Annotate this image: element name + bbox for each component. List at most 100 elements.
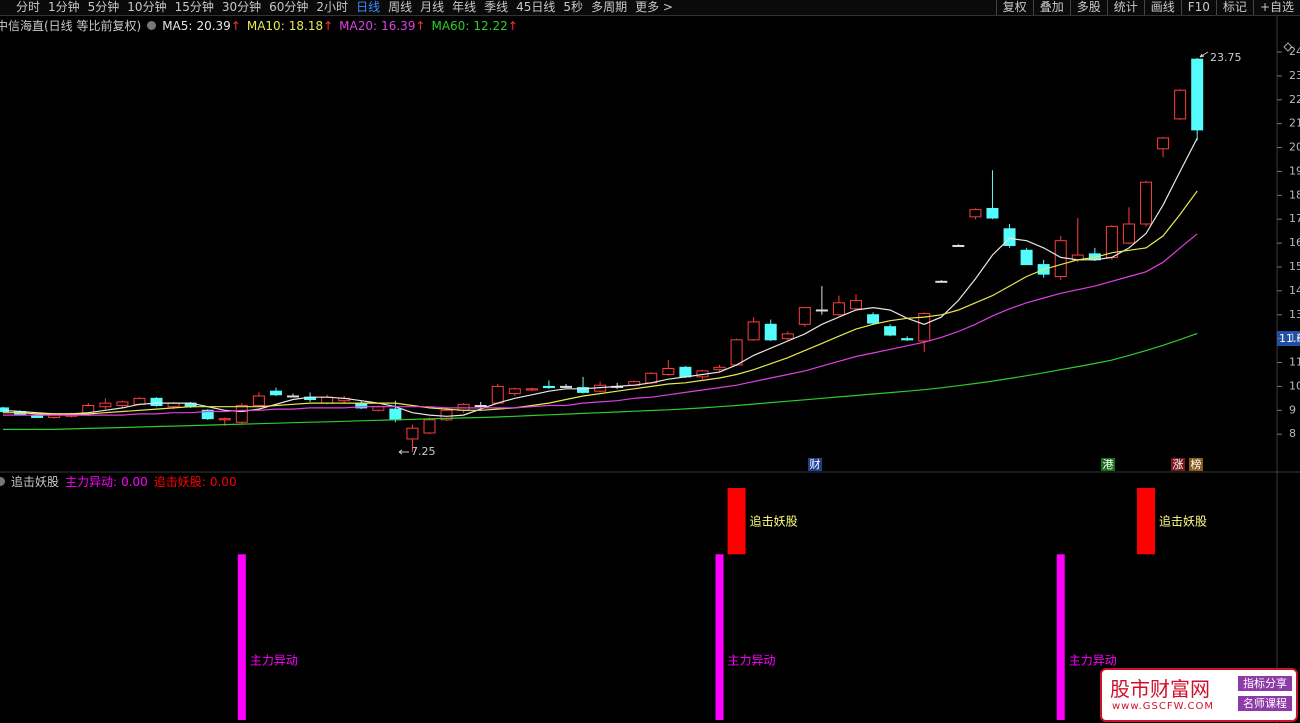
legend-value: 0.00 (121, 475, 148, 489)
y-tick-label: 12 (1289, 332, 1300, 345)
y-tick-label: 11 (1289, 356, 1300, 369)
signal-label: 追击妖股 (750, 514, 798, 529)
candle-body (218, 418, 231, 421)
settings-icon[interactable] (0, 477, 5, 486)
signal-bar (1056, 554, 1065, 720)
trend-mark: ↑ (323, 18, 334, 33)
candle-body (798, 307, 811, 325)
candle-body (850, 299, 862, 310)
legend-name: MA10 (246, 18, 281, 33)
signal-label: 主力异动 (250, 654, 298, 668)
period-tab[interactable]: 60分钟 (269, 0, 309, 14)
period-tab[interactable]: 30分钟 (221, 0, 262, 14)
period-tab[interactable]: 分时 (16, 0, 41, 14)
main-legend: 中信海直(日线 等比前复权) MA5: 20.39↑ MA10: 18.18↑ MA20… (0, 17, 518, 34)
period-tab[interactable]: 5秒 (563, 0, 584, 14)
legend-value: 0.00 (209, 475, 237, 489)
candle-body (1191, 58, 1204, 131)
legend-separator: : (113, 475, 118, 489)
legend-separator: : (280, 18, 285, 33)
y-tick-label: 16 (1289, 236, 1300, 249)
event-box (1189, 458, 1203, 471)
period-tab[interactable]: 5分钟 (87, 0, 120, 14)
y-tick-label: 17 (1289, 212, 1300, 225)
settings-icon[interactable] (147, 21, 157, 30)
tool-button[interactable]: 统计 (1106, 0, 1144, 15)
period-tab[interactable]: 15分钟 (174, 0, 214, 14)
legend-item: MA10: 18.18↑ (247, 19, 333, 33)
candle-body (287, 395, 300, 398)
candle-body (747, 321, 760, 341)
tool-button[interactable]: F10 (1180, 0, 1216, 15)
watermark-title: 股市财富网 (1110, 677, 1210, 701)
legend-value: 16.39 (381, 18, 416, 33)
candle-body (99, 402, 112, 408)
signal-label: 追击妖股 (1159, 514, 1207, 529)
tool-button[interactable]: 标记 (1215, 0, 1253, 15)
candle-body (832, 302, 845, 316)
y-tick-label: 21 (1289, 117, 1300, 130)
period-tab[interactable]: 日线 (356, 0, 381, 14)
tool-button[interactable]: 画线 (1143, 0, 1181, 15)
candle-body (116, 401, 129, 407)
watermark-tag: 指标分享 (1238, 676, 1292, 691)
max-arrow (1199, 51, 1209, 58)
candle-body (1054, 240, 1067, 278)
trend-mark: ↑ (507, 18, 518, 33)
legend-item: 主力异动: 0.00 (65, 473, 148, 490)
period-tab[interactable]: 更多 > (635, 0, 673, 14)
period-tab[interactable]: 2小时 (316, 0, 349, 14)
price-tag: 11.6 (1279, 332, 1300, 345)
candle-body (440, 409, 453, 421)
candle-body (935, 280, 948, 283)
period-tab[interactable]: 多周期 (591, 0, 628, 14)
tool-button[interactable]: 复权 (995, 0, 1033, 15)
y-tick-label: 10 (1289, 379, 1300, 392)
legend-item: MA5: 20.39↑ (162, 19, 241, 33)
candle-body (423, 419, 436, 434)
candle-body (781, 333, 794, 340)
candle-body (867, 314, 880, 324)
period-tab[interactable]: 年线 (452, 0, 477, 14)
candle-body (235, 405, 248, 423)
candle-body (491, 385, 504, 404)
y-tick-label: 23 (1289, 69, 1300, 82)
candle-body (201, 409, 214, 420)
min-label: 7.25 (411, 445, 436, 458)
y-tick-label: 22 (1289, 93, 1300, 106)
y-tick-label: 8 (1289, 427, 1296, 440)
candle-body (662, 367, 675, 375)
watermark-tag: 名师课程 (1238, 696, 1292, 711)
tool-button[interactable]: 多股 (1069, 0, 1107, 15)
legend-item: 追击妖股: 0.00 (154, 473, 237, 490)
candle-body (577, 387, 590, 393)
legend-value: 20.39 (196, 18, 231, 33)
candle-body (815, 309, 828, 312)
period-tab[interactable]: 1分钟 (48, 0, 80, 14)
tool-button[interactable]: +自选 (1252, 0, 1300, 15)
period-tab[interactable]: 季线 (484, 0, 509, 14)
y-tick-label: 14 (1289, 284, 1300, 297)
period-tab[interactable]: 周线 (388, 0, 413, 14)
candle-body (542, 385, 555, 389)
candle-body (269, 390, 282, 396)
candle-body (1020, 249, 1033, 266)
toolbar: 分时 1分钟 5分钟 10分钟 15分钟 30分钟 60分钟 2小时 日线 周线 月线 年线 季线 45日… (0, 0, 1300, 16)
legend-name: 主力异动 (65, 475, 114, 489)
min-arrow (398, 449, 409, 455)
watermark-url: www.GSCFW.COM (1112, 701, 1215, 712)
legend-item: MA60: 12.22↑ (431, 19, 517, 33)
candle-body (1122, 223, 1135, 244)
candle-body (389, 408, 402, 421)
period-tab[interactable]: 45日线 (516, 0, 556, 14)
candle-body (1157, 137, 1170, 150)
candle-body (474, 405, 487, 408)
indicator-legend: 追击妖股 主力异动: 0.00 追击妖股: 0.00 (0, 473, 237, 490)
period-tab[interactable]: 10分钟 (127, 0, 167, 14)
legend-separator: : (373, 18, 378, 33)
legend-value: 12.22 (473, 18, 508, 33)
candle-body (764, 323, 777, 341)
tool-button[interactable]: 叠加 (1032, 0, 1070, 15)
period-tab[interactable]: 月线 (420, 0, 445, 14)
event-box (1171, 458, 1185, 471)
